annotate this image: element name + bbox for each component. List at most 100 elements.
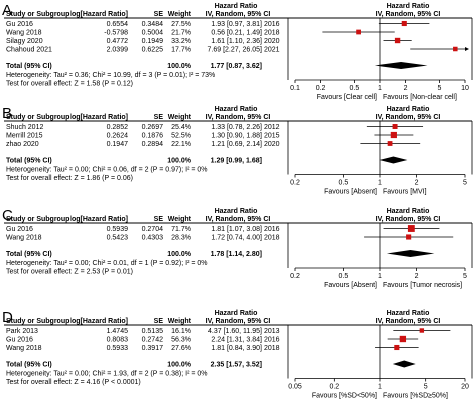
study-name: Chahoud 2021 <box>6 47 52 54</box>
study-square <box>390 131 397 139</box>
study-ci: 1.72 [0.74, 4.00] <box>211 235 262 242</box>
study-name: Park 2013 <box>6 328 38 335</box>
column-header-plot-ci: IV, Random, 95% CI <box>376 216 441 223</box>
x-tick-label: 0.2 <box>290 273 300 280</box>
study-ci: 2.24 [1.31, 3.84] <box>211 337 262 344</box>
study-weight: 25.4% <box>171 124 191 131</box>
x-tick-label: 5 <box>463 180 467 187</box>
column-header-se: SE <box>154 11 164 18</box>
x-tick-label: 2 <box>415 273 419 280</box>
study-ci: 1.81 [1.07, 3.08] <box>211 226 262 233</box>
column-header-loghr: log[Hazard Ratio] <box>70 114 128 121</box>
heterogeneity-text: Heterogeneity: Tau² = 0.36; Chi² = 10.99… <box>6 72 215 79</box>
panel-label: A <box>2 2 12 19</box>
total-diamond <box>374 62 428 69</box>
study-square <box>394 344 400 351</box>
study-weight: 27.5% <box>171 21 191 28</box>
column-header-loghr: log[Hazard Ratio] <box>70 216 128 223</box>
ci-overflow-arrow <box>465 47 469 51</box>
favours-right-label: Favours [Tumor necrosis] <box>383 282 462 289</box>
column-header-plot-ci: IV, Random, 95% CI <box>376 11 441 18</box>
study-weight: 56.3% <box>171 337 191 344</box>
study-se: 0.4303 <box>142 235 164 242</box>
x-tick-label: 5 <box>424 384 428 391</box>
favours-left-label: Favours [Absent] <box>324 282 377 289</box>
study-name: Shuch 2012 <box>6 124 43 131</box>
column-header-loghr: log[Hazard Ratio] <box>70 11 128 18</box>
header-hazard-ratio-left: Hazard Ratio <box>215 310 258 317</box>
study-weight: 17.7% <box>171 47 191 54</box>
study-year: 2015 <box>264 133 280 140</box>
x-tick-label: 0.2 <box>316 85 326 92</box>
study-year: 2020 <box>264 141 280 148</box>
study-square <box>419 328 425 333</box>
study-loghr: 0.5939 <box>107 226 129 233</box>
study-ci: 4.37 [1.60, 11.95] <box>208 328 262 335</box>
column-header-se: SE <box>154 216 164 223</box>
study-weight: 21.7% <box>171 30 191 37</box>
study-year: 2013 <box>264 328 280 335</box>
overall-effect-text: Test for overall effect: Z = 1.58 (P = 0… <box>6 81 133 88</box>
study-ci: 1.21 [0.69, 2.14] <box>211 141 262 148</box>
panel-label: B <box>2 105 12 122</box>
overall-effect-text: Test for overall effect: Z = 1.86 (P = 0… <box>6 175 133 182</box>
study-loghr: 2.0399 <box>107 47 129 54</box>
study-weight: 33.2% <box>171 38 191 45</box>
study-name: Merrill 2015 <box>6 133 43 140</box>
study-se: 0.2742 <box>142 337 164 344</box>
total-label: Total (95% CI) <box>6 158 52 165</box>
header-hazard-ratio-right: Hazard Ratio <box>387 310 430 317</box>
study-year: 2016 <box>264 21 280 28</box>
favours-right-label: Favours [MVI] <box>383 189 427 196</box>
total-weight: 100.0% <box>167 63 192 70</box>
study-se: 0.5004 <box>142 30 164 37</box>
column-header-study: Study or Subgroup <box>6 114 69 121</box>
study-ci: 0.56 [0.21, 1.49] <box>211 30 262 37</box>
total-label: Total (95% CI) <box>6 63 52 70</box>
x-tick-label: 0.2 <box>290 180 300 187</box>
study-year: 2016 <box>264 337 280 344</box>
x-tick-label: 0.1 <box>290 85 300 92</box>
study-name: Wang 2018 <box>6 30 42 37</box>
overall-effect-text: Test for overall effect: Z = 4.16 (P < 0… <box>6 379 141 386</box>
favours-left-label: Favours [Clear cell] <box>317 94 377 101</box>
total-diamond <box>392 360 416 368</box>
favours-right-label: Favours [Non-clear cell] <box>383 94 457 101</box>
total-weight: 100.0% <box>167 362 192 369</box>
study-square <box>392 124 398 129</box>
favours-right-label: Favours [%SD≥50%] <box>383 393 448 400</box>
heterogeneity-text: Heterogeneity: Tau² = 0.00; Chi² = 1.93,… <box>6 371 208 378</box>
x-tick-label: 0.5 <box>339 180 349 187</box>
column-header-ci: IV, Random, 95% CI <box>206 318 271 325</box>
study-ci: 1.33 [0.78, 2.26] <box>211 124 262 131</box>
header-hazard-ratio-right: Hazard Ratio <box>387 106 430 113</box>
study-weight: 28.3% <box>171 235 191 242</box>
total-weight: 100.0% <box>167 158 192 165</box>
total-diamond <box>379 156 408 164</box>
x-tick-label: 0.05 <box>288 384 302 391</box>
x-tick-label: 1 <box>378 384 382 391</box>
study-year: 2020 <box>264 38 280 45</box>
study-name: Gu 2016 <box>6 337 33 344</box>
study-loghr: 0.8083 <box>107 337 129 344</box>
study-year: 2012 <box>264 124 280 131</box>
study-weight: 27.6% <box>171 345 191 352</box>
total-ci: 1.29 [0.99, 1.68] <box>211 158 262 165</box>
total-ci: 2.35 [1.57, 3.52] <box>211 362 262 369</box>
study-se: 0.1949 <box>142 38 164 45</box>
column-header-se: SE <box>154 114 164 121</box>
study-weight: 16.1% <box>171 328 191 335</box>
study-year: 2018 <box>264 345 280 352</box>
column-header-weight: Weight <box>168 11 192 18</box>
panel-label: D <box>2 309 13 326</box>
study-se: 0.5135 <box>142 328 164 335</box>
study-loghr: 1.4745 <box>107 328 129 335</box>
total-weight: 100.0% <box>167 251 192 258</box>
study-loghr: 0.6554 <box>107 21 129 28</box>
study-square <box>387 141 393 146</box>
favours-left-label: Favours [Absent] <box>324 189 377 196</box>
total-label: Total (95% CI) <box>6 251 52 258</box>
study-se: 0.1876 <box>142 133 164 140</box>
heterogeneity-text: Heterogeneity: Tau² = 0.00; Chi² = 0.06,… <box>6 167 208 174</box>
